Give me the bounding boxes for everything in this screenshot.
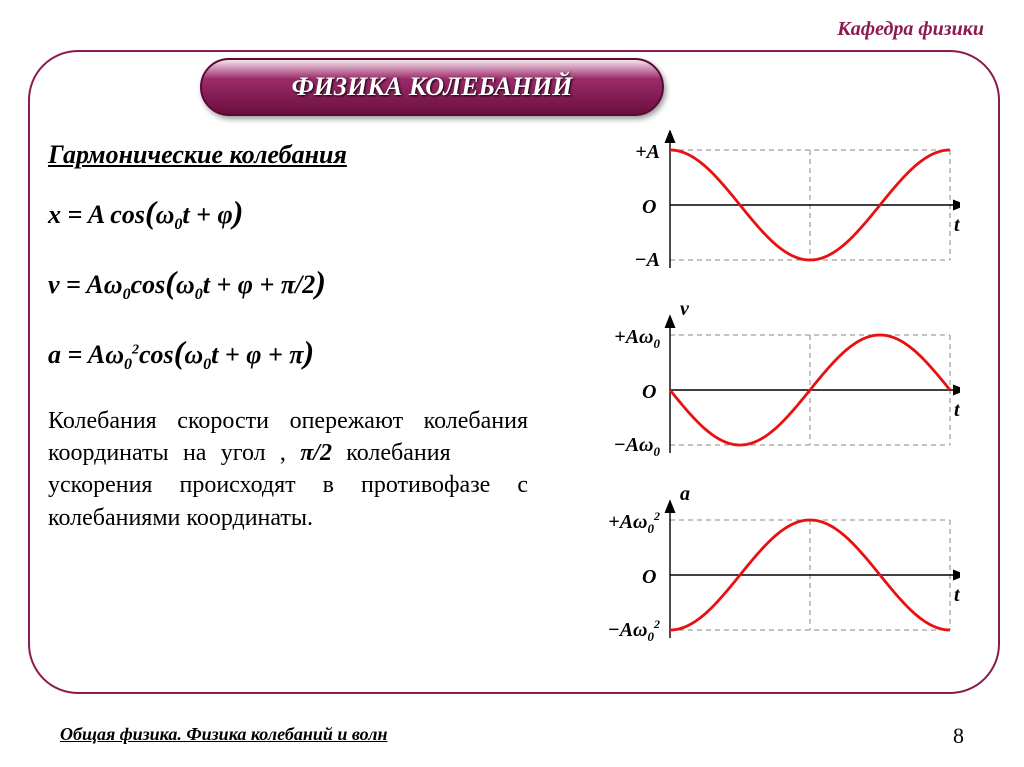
lower-amp-label: −A: [635, 249, 660, 271]
title-pill: ФИЗИКА КОЛЕБАНИЙ: [200, 58, 664, 116]
formula-v: v = Aω0cos(ω0t + φ + π/2): [48, 264, 528, 304]
x-axis-label: t: [954, 584, 960, 606]
plots-container: x t O +A −A v t O +Aω0 −Aω0 a t O +Aω02 −Aω02: [560, 130, 960, 675]
lower-amp-label: −Aω0: [614, 434, 661, 459]
page-title: ФИЗИКА КОЛЕБАНИЙ: [292, 72, 573, 102]
upper-amp-label: +Aω0: [614, 326, 660, 351]
department-label: Кафедра физики: [837, 18, 984, 41]
left-column: Гармонические колебания x = A cos(ω0t + …: [48, 140, 528, 534]
y-axis-label: x: [679, 130, 690, 135]
origin-label: O: [642, 381, 656, 403]
origin-label: O: [642, 196, 656, 218]
upper-amp-label: +A: [635, 141, 660, 163]
plots-svg: x t O +A −A v t O +Aω0 −Aω0 a t O +Aω02 −Aω02: [560, 130, 960, 670]
origin-label: O: [642, 566, 656, 588]
section-title: Гармонические колебания: [48, 140, 528, 170]
page-number: 8: [953, 723, 964, 749]
upper-amp-label: +Aω02: [608, 509, 660, 536]
lower-amp-label: −Aω02: [608, 617, 660, 644]
y-axis-label: a: [680, 483, 690, 505]
y-axis-label: v: [680, 298, 690, 320]
footer-text: Общая физика. Физика колебаний и волн: [60, 724, 387, 745]
x-axis-label: t: [954, 399, 960, 421]
body-text: Колебания скорости опережают колебания к…: [48, 405, 528, 535]
formula-x: x = A cos(ω0t + φ): [48, 194, 528, 234]
x-axis-label: t: [954, 214, 960, 236]
formula-a: a = Aω02cos(ω0t + φ + π): [48, 334, 528, 374]
